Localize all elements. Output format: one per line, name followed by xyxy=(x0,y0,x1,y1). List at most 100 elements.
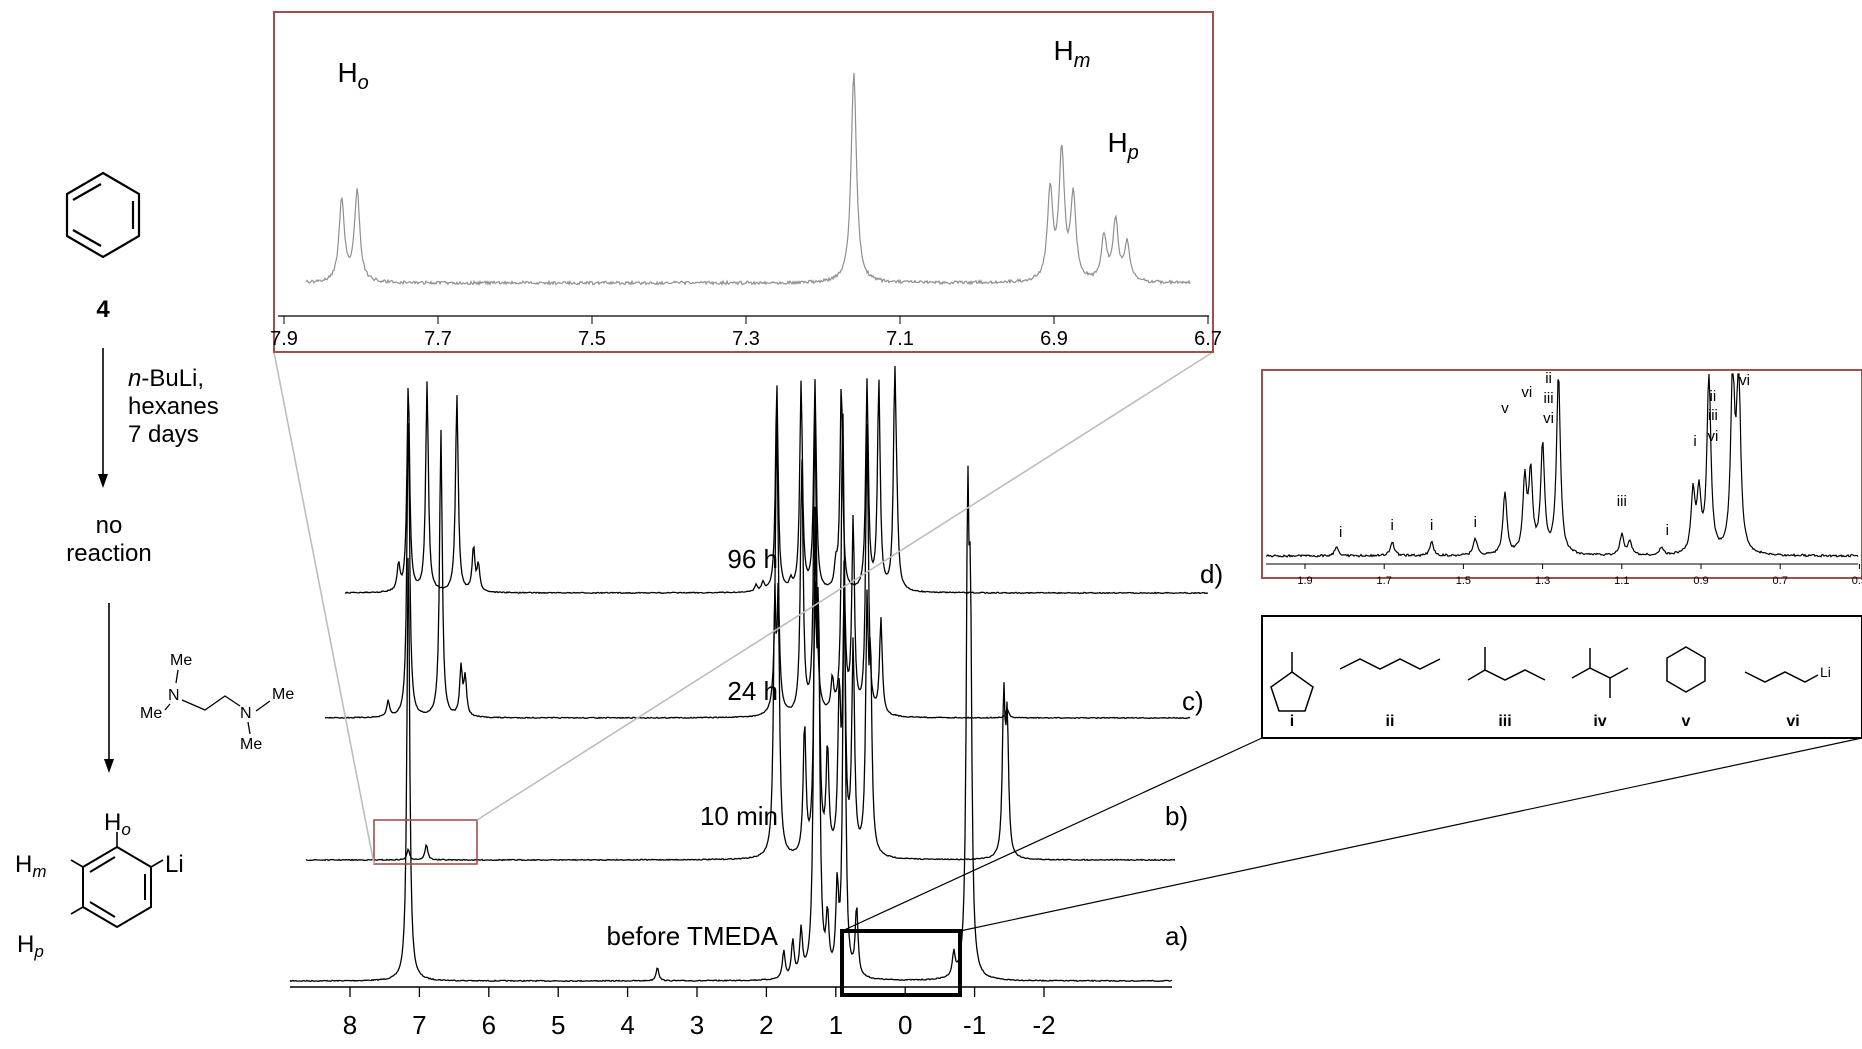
zoom-connector xyxy=(841,737,1263,932)
aliphatic-inset-frame xyxy=(1261,369,1862,579)
spectrum-time-label: 96 h xyxy=(727,544,778,574)
benzene-ring xyxy=(65,171,141,259)
aliphatic-inset-tick-label: 0.5 xyxy=(1852,575,1862,587)
main-stacked-spectra: before TMEDA a) 10 min b) 24 h c) 96 h d) 8 7 6 5 4… xyxy=(289,365,1224,1040)
main-x-tick-label: 4 xyxy=(620,1010,634,1040)
aliphatic-inset-line xyxy=(1265,373,1859,558)
aliphatic-inset-tick-label: 0.9 xyxy=(1693,575,1708,587)
structure-vi: Li xyxy=(1744,664,1831,683)
tmeda-n: N xyxy=(240,705,252,722)
benzene-double-bond xyxy=(72,229,102,247)
spectrum-letter-label: c) xyxy=(1182,686,1204,716)
spectrum-trace-4 xyxy=(344,365,1209,595)
aliphatic-inset-trace xyxy=(1265,373,1859,558)
aliphatic-peak-label: i xyxy=(1390,517,1393,534)
no-reaction-line-1: no xyxy=(96,512,123,539)
structure-label-iii: iii xyxy=(1498,713,1511,730)
main-x-tick-label: 3 xyxy=(690,1010,704,1040)
phenyllithium-structure: Ho Hm Hp Li xyxy=(15,809,184,961)
aromatic-inset-tick-label: 6.9 xyxy=(1040,328,1068,350)
label-h-ortho: Ho xyxy=(104,809,131,839)
aliphatic-inset-tick-label: 1.1 xyxy=(1614,575,1629,587)
structure-label-iv: iv xyxy=(1593,713,1606,730)
structure-vi-li: Li xyxy=(1820,664,1831,680)
aromatic-zoom-box xyxy=(373,819,478,865)
tmeda-me: Me xyxy=(272,686,294,703)
aliphatic-peak-label: ii xyxy=(1545,370,1552,387)
main-x-tick-label: 8 xyxy=(343,1010,357,1040)
compound-label: 4 xyxy=(96,296,110,323)
aromatic-inset-axis: 7.9 7.7 7.5 7.3 7.1 6.9 6.7 xyxy=(270,316,1222,350)
aromatic-inset-tick-label: 7.3 xyxy=(732,328,760,350)
tmeda-me: Me xyxy=(140,705,162,722)
aliphatic-peak-label: iii xyxy=(1544,390,1554,407)
reaction-scheme: 4 n-BuLi, hexanes 7 days no reaction Me … xyxy=(15,171,294,961)
aliphatic-peak-label: i xyxy=(1339,524,1342,541)
aliphatic-peak-label: ii xyxy=(1710,388,1717,405)
spectrum-letter-label: a) xyxy=(1165,921,1188,951)
structure-v xyxy=(1666,646,1706,693)
structure-label-i: i xyxy=(1290,713,1294,730)
structure-label-v: v xyxy=(1682,713,1691,730)
main-x-tick-label: 0 xyxy=(898,1010,912,1040)
aromatic-peak-label: Ho xyxy=(337,57,368,94)
structure-legend-labels: i ii iii iv v vi xyxy=(1290,713,1800,730)
aromatic-inset-tick-label: 6.7 xyxy=(1194,328,1222,350)
no-reaction-line-2: reaction xyxy=(66,540,151,567)
aromatic-peak-label: Hp xyxy=(1107,127,1138,164)
aromatic-inset-annotations: Ho Hm Hp xyxy=(337,35,1138,164)
spectrum-trace-1 xyxy=(289,465,1173,983)
aliphatic-inset-axis: 1.9 1.7 1.5 1.3 1.1 0.9 0.7 0.5 xyxy=(1297,564,1862,587)
label-li: Li xyxy=(165,851,184,878)
condition-line-2: hexanes xyxy=(128,393,219,420)
aliphatic-peak-label: iii xyxy=(1617,493,1627,510)
main-x-tick-label: 2 xyxy=(759,1010,773,1040)
spectrum-trace-2 xyxy=(305,581,1176,862)
structure-iii xyxy=(1467,647,1546,681)
aromatic-inset-frame xyxy=(273,11,1214,353)
aromatic-inset-tick-label: 7.7 xyxy=(424,328,452,350)
spectrum-labels: before TMEDA a) 10 min b) 24 h c) 96 h d) xyxy=(607,544,1224,951)
aliphatic-zoom-box xyxy=(840,929,962,997)
main-x-axis: 8 7 6 5 4 3 2 1 0 -1 -2 xyxy=(343,987,1056,1040)
structure-i xyxy=(1270,652,1314,712)
structure-iv xyxy=(1571,648,1629,698)
structure-ii xyxy=(1339,658,1441,670)
spectrum-time-label: 24 h xyxy=(727,676,778,706)
condition-line-1: n-BuLi, xyxy=(128,365,204,392)
aliphatic-peak-label: i xyxy=(1474,514,1477,531)
structure-label-vi: vi xyxy=(1786,713,1799,730)
main-traces xyxy=(289,365,1209,983)
aromatic-inset-tick-label: 7.5 xyxy=(578,328,606,350)
structures-legend-frame xyxy=(1261,615,1862,739)
aliphatic-peak-label: vi xyxy=(1707,428,1718,445)
aliphatic-peak-label: vi xyxy=(1543,410,1554,427)
main-x-tick-label: 1 xyxy=(829,1010,843,1040)
spectrum-time-label: 10 min xyxy=(700,801,778,831)
spectrum-trace-3 xyxy=(324,407,1191,720)
aliphatic-peak-label: i xyxy=(1666,522,1669,539)
spectrum-time-label: before TMEDA xyxy=(607,921,779,951)
aliphatic-peak-label: vi xyxy=(1521,384,1532,401)
main-x-tick-label: 7 xyxy=(412,1010,426,1040)
zoom-connector xyxy=(273,351,375,865)
main-x-tick-label: 6 xyxy=(482,1010,496,1040)
structures-legend: Li i ii iii iv v vi xyxy=(1261,615,1862,739)
label-h-para: Hp xyxy=(17,931,44,961)
aromatic-peak-label: Hm xyxy=(1054,35,1091,72)
aromatic-inset-tick-label: 7.1 xyxy=(886,328,914,350)
aromatic-inset: 7.9 7.7 7.5 7.3 7.1 6.9 6.7 Ho Hm Hp xyxy=(270,11,1222,353)
aliphatic-inset-tick-label: 0.7 xyxy=(1773,575,1788,587)
spectrum-letter-label: d) xyxy=(1200,559,1223,589)
aliphatic-peak-label: i xyxy=(1693,433,1696,450)
tmeda-n: N xyxy=(168,687,180,704)
zoom-connector xyxy=(476,351,1214,821)
aliphatic-peak-label: vi xyxy=(1739,372,1750,389)
tmeda-me: Me xyxy=(170,652,192,669)
aliphatic-peak-label: iii xyxy=(1708,407,1718,424)
condition-line-3: 7 days xyxy=(128,421,199,448)
aromatic-inset-line xyxy=(305,72,1191,287)
main-x-tick-label: -1 xyxy=(963,1010,986,1040)
aliphatic-inset-tick-label: 1.3 xyxy=(1535,575,1550,587)
